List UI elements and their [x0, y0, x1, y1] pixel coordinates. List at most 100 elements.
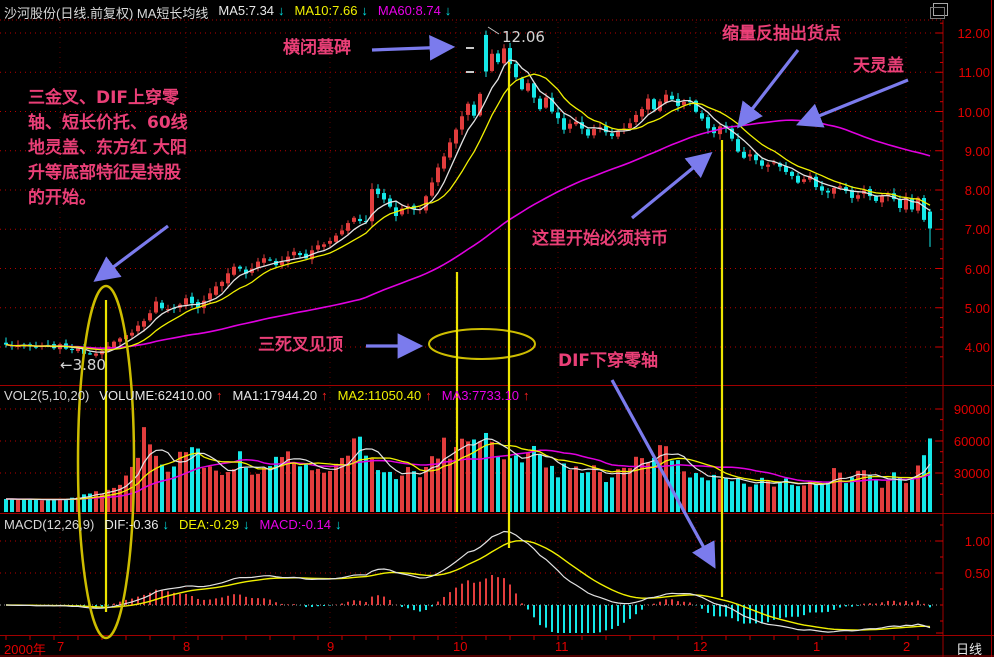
candle-body: [244, 269, 248, 274]
candle-body: [16, 345, 20, 347]
volume-bar: [304, 463, 308, 512]
ma5-arrow-icon: ↓: [278, 3, 285, 18]
ma60-arrow-icon: ↓: [444, 3, 452, 18]
bottom-zone-ellipse: [76, 284, 136, 640]
volume-bar: [166, 471, 170, 512]
candle-body: [574, 121, 578, 125]
pointer-arrow: [93, 224, 169, 282]
volume-bar: [646, 462, 650, 512]
axis-ticks: [5, 22, 943, 640]
volume-bar: [826, 482, 830, 512]
candle-body: [448, 142, 452, 158]
volume-bar: [910, 478, 914, 512]
volume-bar: [22, 499, 26, 512]
volume-bar: [310, 470, 314, 512]
volume-bar: [202, 467, 206, 512]
candle-body: [778, 163, 782, 167]
volume-bar: [124, 475, 128, 512]
volume-bar: [460, 438, 464, 512]
pointer-arrow: [737, 49, 800, 129]
candle-body: [514, 63, 518, 78]
volume-bar: [802, 485, 806, 512]
volume-bar: [724, 478, 728, 512]
volume-bar: [484, 432, 488, 512]
candle-body: [322, 244, 326, 247]
candle-body: [772, 162, 776, 164]
candle-body: [148, 313, 152, 321]
axis-tick-label: 5.00: [964, 300, 990, 316]
annotation-bottom-features: 三金叉、DIF上穿零 轴、短长价托、60线 地灵盖、东方红 大阳 升等底部特征是…: [28, 88, 188, 208]
candle-body: [754, 154, 758, 161]
candle-body: [526, 83, 530, 91]
candle-body: [736, 139, 740, 152]
candle-body: [430, 182, 434, 196]
volume-bar: [682, 471, 686, 512]
volume-bar: [868, 474, 872, 512]
candle-body: [70, 348, 74, 351]
axis-tick-label: 30000: [953, 466, 990, 481]
volume-bar: [286, 451, 290, 512]
candle-body: [628, 123, 632, 129]
volume-bar: [382, 472, 386, 512]
candle-body: [748, 154, 752, 157]
dif-value: DIF:-0.36: [104, 517, 159, 532]
period-label[interactable]: 日线: [956, 642, 983, 657]
candle-body: [688, 101, 692, 103]
axis-tick-label: 9.00: [964, 143, 990, 159]
candle-body: [508, 48, 512, 65]
annotation-hold-cash: 这里开始必须持币: [532, 229, 668, 249]
volume-bar: [850, 477, 854, 512]
volume-bar: [316, 468, 320, 512]
volume-bar: [214, 470, 218, 512]
window-title: 沙河股份(日线.前复权) MA短长均线: [4, 6, 209, 21]
volume-bar: [676, 460, 680, 512]
month-label: 10: [453, 639, 468, 654]
low-price-label: ←3.80: [60, 356, 106, 374]
volume-bar: [784, 478, 788, 512]
volume-bar: [586, 472, 590, 512]
candle-body: [694, 100, 698, 112]
volume-bar: [82, 494, 86, 512]
window-restore-icon[interactable]: [930, 3, 948, 19]
candle-body: [706, 117, 710, 129]
candle-body: [454, 129, 458, 144]
candle-body: [664, 94, 668, 103]
candle-body: [790, 171, 794, 176]
volume-bar: [40, 500, 44, 512]
volume-bar: [448, 458, 452, 512]
candle-body: [880, 196, 884, 203]
candle-body: [646, 98, 650, 110]
volume-bar: [52, 499, 56, 512]
volume-bar: [628, 468, 632, 512]
candle-body: [850, 190, 854, 198]
volume-bar: [706, 480, 710, 512]
month-label: 12: [693, 639, 708, 654]
candle-body: [604, 126, 608, 133]
candle-body: [868, 189, 872, 197]
volume-bar: [322, 472, 326, 512]
volume-bar: [922, 455, 926, 512]
volume-bar: [208, 466, 212, 512]
candle-body: [202, 300, 206, 308]
candle-body: [904, 197, 908, 210]
volume-bar: [154, 455, 158, 512]
candle-body: [352, 217, 356, 222]
candle-body: [112, 341, 116, 348]
candle-body: [718, 126, 722, 135]
candle-body: [346, 223, 350, 231]
volume-bar: [46, 499, 50, 512]
candle-body: [820, 186, 824, 191]
volume-bar: [790, 484, 794, 512]
candle-body: [592, 129, 596, 136]
candle-body: [190, 296, 194, 304]
candle-body: [370, 189, 374, 222]
grid: [0, 19, 943, 635]
candle-body: [136, 325, 140, 332]
volume-bar: [574, 466, 578, 512]
annotation-dif-cross-down: DIF下穿零轴: [558, 351, 659, 371]
candle-body: [670, 95, 674, 100]
volume-bar: [820, 485, 824, 512]
